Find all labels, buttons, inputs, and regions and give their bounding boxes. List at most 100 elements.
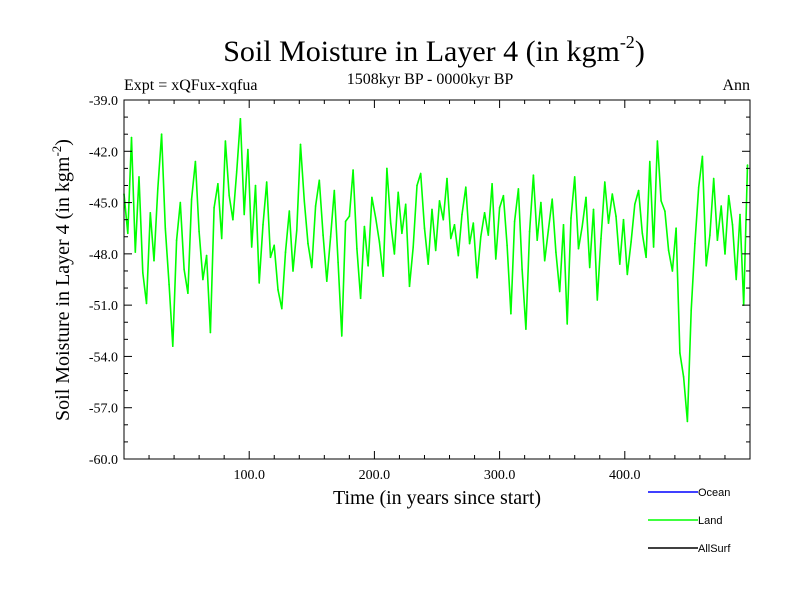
period-label: 1508kyr BP - 0000kyr BP bbox=[347, 71, 514, 88]
data-point bbox=[596, 299, 599, 301]
data-point bbox=[311, 266, 313, 269]
data-point bbox=[645, 256, 647, 259]
data-point bbox=[130, 136, 133, 139]
data-point bbox=[202, 278, 204, 281]
data-point bbox=[450, 237, 452, 240]
data-point bbox=[558, 290, 561, 293]
data-point bbox=[190, 198, 193, 200]
data-point bbox=[555, 251, 557, 253]
data-point bbox=[175, 239, 178, 241]
data-point bbox=[641, 232, 644, 235]
plot-data-layer bbox=[123, 118, 749, 423]
y-tick-label: -39.0 bbox=[89, 94, 118, 109]
data-point bbox=[566, 323, 568, 325]
data-point bbox=[359, 297, 362, 300]
legend-label-ocean: Ocean bbox=[698, 487, 730, 499]
data-point bbox=[577, 247, 580, 250]
data-point bbox=[220, 237, 223, 240]
data-point bbox=[697, 186, 700, 188]
data-point bbox=[528, 230, 531, 233]
data-point bbox=[250, 246, 253, 248]
data-point bbox=[746, 164, 749, 166]
series-line-land bbox=[123, 118, 749, 423]
data-point bbox=[442, 218, 445, 221]
data-point bbox=[656, 140, 659, 142]
data-point bbox=[209, 331, 212, 334]
data-point bbox=[344, 220, 347, 223]
data-point bbox=[607, 222, 610, 224]
data-point bbox=[318, 179, 321, 182]
data-point bbox=[634, 203, 636, 206]
data-point bbox=[660, 200, 662, 202]
data-point bbox=[281, 307, 283, 310]
data-point bbox=[543, 259, 546, 262]
data-point bbox=[341, 335, 343, 337]
data-point bbox=[686, 420, 689, 423]
data-point bbox=[235, 171, 238, 173]
data-point bbox=[506, 244, 508, 247]
y-tick-label: -51.0 bbox=[89, 299, 118, 314]
y-tick-label: -54.0 bbox=[89, 350, 118, 365]
data-point bbox=[213, 206, 215, 209]
data-point bbox=[326, 280, 328, 283]
y-tick-label: -60.0 bbox=[89, 453, 118, 468]
data-point bbox=[412, 246, 415, 248]
season-label: Ann bbox=[722, 77, 750, 94]
legend-label-land: Land bbox=[698, 515, 722, 527]
data-point bbox=[374, 217, 377, 219]
data-point bbox=[622, 218, 625, 221]
data-point bbox=[457, 254, 460, 257]
data-point bbox=[333, 189, 336, 192]
data-point bbox=[438, 200, 441, 202]
data-point bbox=[468, 242, 471, 245]
data-point bbox=[551, 198, 553, 200]
data-point bbox=[690, 309, 692, 312]
data-point bbox=[727, 194, 730, 197]
data-point bbox=[701, 155, 704, 158]
data-point bbox=[127, 232, 129, 235]
data-point bbox=[664, 210, 666, 212]
data-point bbox=[416, 184, 418, 187]
data-point bbox=[284, 251, 287, 253]
data-point bbox=[585, 196, 587, 199]
data-point bbox=[480, 236, 482, 238]
data-point bbox=[679, 352, 681, 354]
data-point bbox=[160, 133, 163, 135]
data-point bbox=[408, 285, 411, 288]
data-point bbox=[179, 201, 182, 204]
data-point bbox=[562, 224, 565, 226]
data-point bbox=[592, 208, 595, 211]
data-point bbox=[498, 206, 501, 209]
data-point bbox=[348, 215, 351, 217]
data-point bbox=[682, 376, 685, 378]
data-point bbox=[573, 176, 576, 178]
data-point bbox=[615, 215, 617, 217]
data-point bbox=[427, 263, 430, 265]
data-point bbox=[637, 189, 640, 192]
data-point bbox=[712, 177, 715, 180]
x-tick-label: 300.0 bbox=[484, 468, 516, 483]
data-point bbox=[671, 270, 674, 272]
data-point bbox=[675, 227, 677, 229]
data-point bbox=[277, 289, 279, 291]
data-point bbox=[461, 213, 463, 216]
data-point bbox=[142, 271, 144, 274]
data-point bbox=[483, 212, 486, 214]
data-point bbox=[273, 244, 276, 247]
data-point bbox=[194, 160, 197, 163]
data-point bbox=[472, 222, 475, 224]
data-point bbox=[588, 266, 591, 269]
experiment-label: Expt = xQFux-xqfua bbox=[124, 77, 257, 94]
data-point bbox=[183, 268, 185, 271]
data-point bbox=[371, 196, 373, 199]
data-point bbox=[157, 188, 159, 190]
data-point bbox=[694, 242, 696, 245]
x-axis-label: Time (in years since start) bbox=[333, 487, 541, 509]
data-point bbox=[288, 210, 291, 212]
data-point bbox=[382, 275, 385, 277]
data-point bbox=[247, 148, 249, 151]
data-point bbox=[652, 246, 655, 248]
data-point bbox=[453, 224, 456, 226]
data-point bbox=[356, 247, 358, 250]
legend: Ocean Land AllSurf bbox=[648, 487, 731, 555]
